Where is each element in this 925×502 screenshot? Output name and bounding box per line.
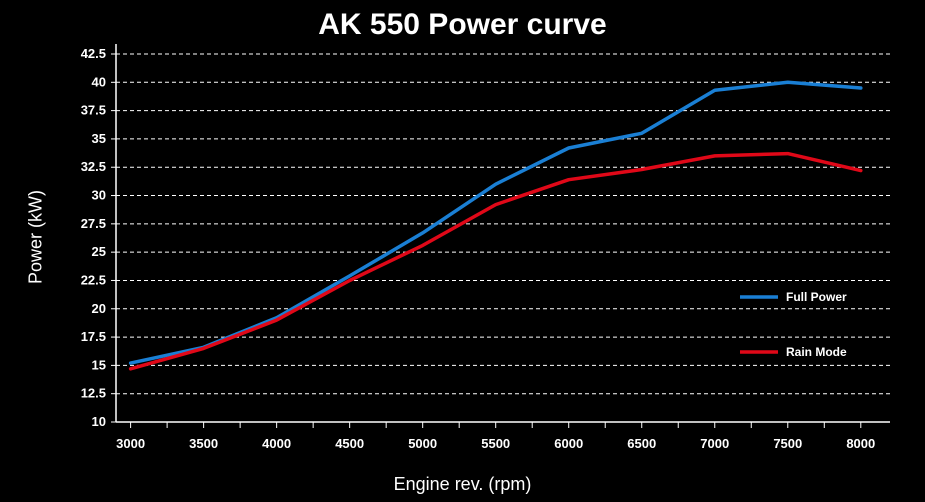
y-tick-label: 12.5 [81,386,106,401]
legend-label: Full Power [786,290,847,304]
y-tick-label: 42.5 [81,46,106,61]
x-tick-label: 4500 [335,436,364,451]
y-tick-label: 37.5 [81,103,106,118]
y-tick-label: 25 [92,244,106,259]
legend-label: Rain Mode [786,345,847,359]
x-tick-label: 5000 [408,436,437,451]
y-tick-label: 40 [92,74,106,89]
x-tick-label: 4000 [262,436,291,451]
x-tick-label: 8000 [846,436,875,451]
x-tick-label: 3000 [116,436,145,451]
y-axis-title: Power (kW) [25,190,46,284]
chart-title: AK 550 Power curve [318,8,607,41]
y-tick-label: 10 [92,414,106,429]
x-tick-label: 3500 [189,436,218,451]
x-tick-label: 5500 [481,436,510,451]
y-tick-label: 17.5 [81,329,106,344]
y-tick-label: 20 [92,301,106,316]
x-tick-label: 6000 [554,436,583,451]
y-tick-label: 30 [92,188,106,203]
x-tick-label: 6500 [627,436,656,451]
y-tick-label: 32.5 [81,159,106,174]
series-line-rain-mode [128,151,863,371]
x-axis-title: Engine rev. (rpm) [393,474,532,494]
series-line-full-power [128,80,863,365]
x-tick-label: 7500 [773,436,802,451]
x-tick-label: 7000 [700,436,729,451]
y-tick-label: 35 [92,131,106,146]
y-tick-label: 27.5 [81,216,106,231]
y-tick-label: 15 [92,357,106,372]
y-tick-label: 22.5 [81,272,106,287]
